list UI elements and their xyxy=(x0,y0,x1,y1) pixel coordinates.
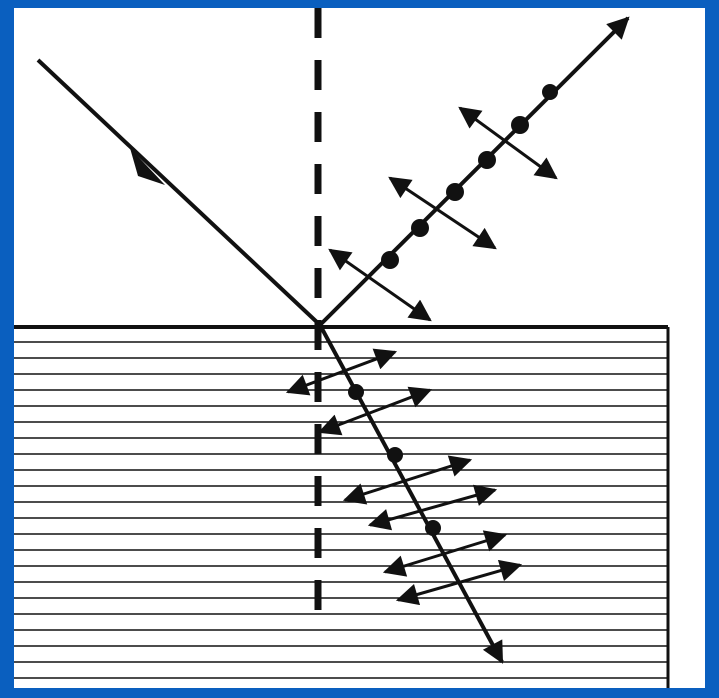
diagram xyxy=(0,0,719,698)
page: (() => { const data = JSON.parse(documen… xyxy=(0,0,719,698)
canvas xyxy=(14,8,705,688)
